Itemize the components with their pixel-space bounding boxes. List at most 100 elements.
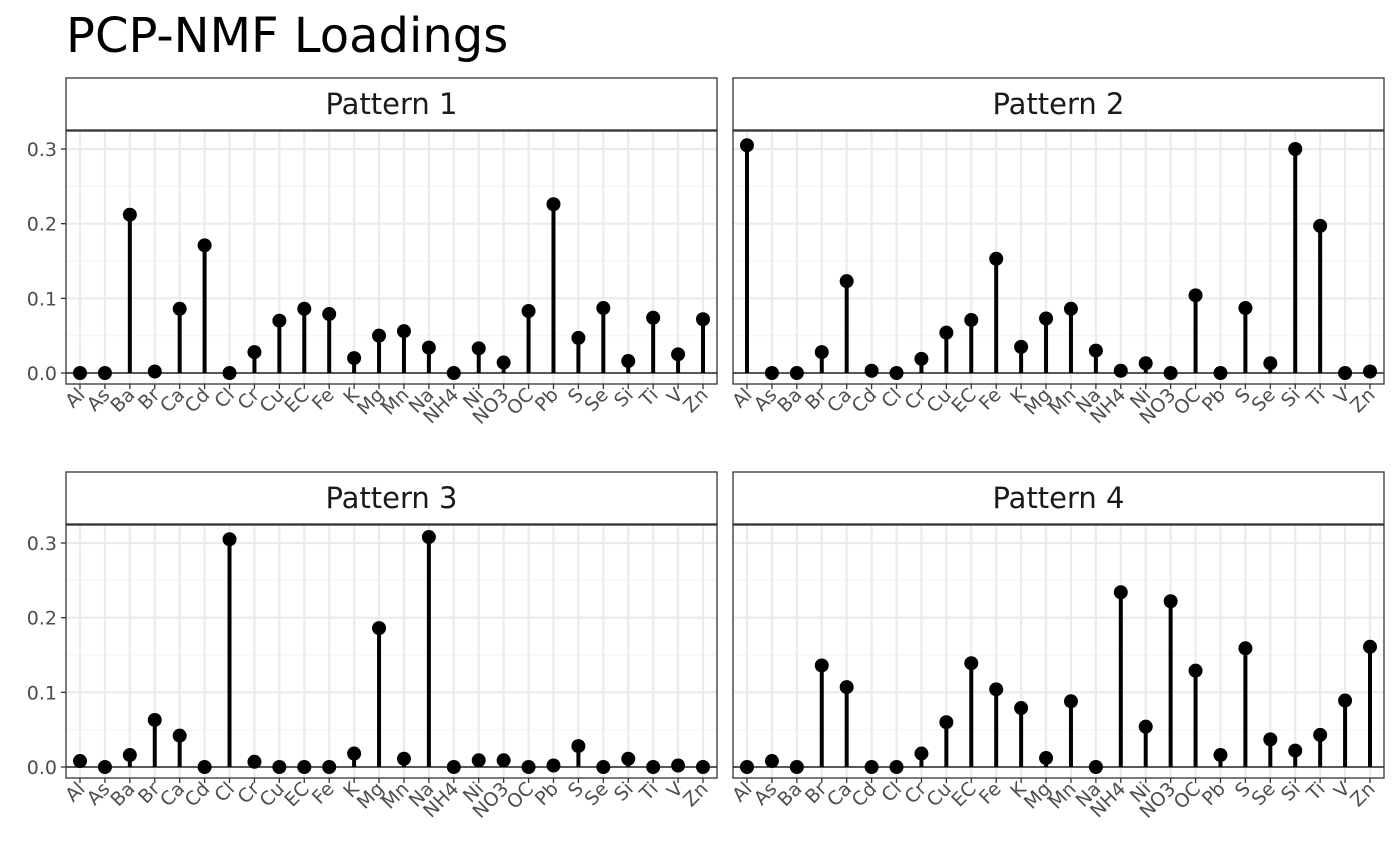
x-tick-label: Pb xyxy=(1198,384,1230,416)
lollipop-point xyxy=(646,760,661,774)
lollipop-point xyxy=(1263,732,1278,747)
x-tick-label: Ti xyxy=(1302,778,1330,806)
lollipop-point xyxy=(1313,727,1328,742)
lollipop-point xyxy=(122,748,137,763)
lollipop-point xyxy=(621,751,636,766)
lollipop-point xyxy=(814,345,829,360)
y-tick-label: 0.1 xyxy=(27,682,57,704)
facet-panel: Pattern 10.00.10.20.3AlAsBaBrCaCdClCrCuE… xyxy=(27,77,718,429)
lollipop-point xyxy=(297,760,312,774)
x-tick-label: Fe xyxy=(975,778,1006,809)
facet-strip-label: Pattern 3 xyxy=(325,481,457,515)
lollipop-point xyxy=(197,760,212,774)
lollipop-point xyxy=(396,324,411,339)
panel-border xyxy=(65,524,718,779)
lollipop-point xyxy=(1163,366,1178,380)
lollipop-point xyxy=(496,753,511,768)
lollipop-point xyxy=(839,274,854,289)
lollipop-point xyxy=(740,760,754,774)
lollipop-point xyxy=(496,355,511,370)
lollipop-point xyxy=(347,746,362,761)
lollipop-point xyxy=(446,366,461,380)
lollipop-point xyxy=(322,307,337,322)
lollipop-point xyxy=(247,345,262,360)
lollipop-point xyxy=(1014,339,1029,354)
x-tick-label: Zn xyxy=(1346,778,1379,811)
lollipop-point xyxy=(671,347,686,362)
lollipop-point xyxy=(347,351,362,366)
x-tick-label: Ti xyxy=(635,778,663,806)
x-tick-label: Cd xyxy=(848,778,881,811)
lollipop-point xyxy=(1113,363,1128,378)
lollipop-point xyxy=(596,760,611,774)
y-tick-label: 0.2 xyxy=(27,214,57,236)
y-tick-label: 0.3 xyxy=(27,533,57,555)
lollipop-point xyxy=(1338,366,1353,380)
lollipop-point xyxy=(571,330,586,345)
lollipop-point xyxy=(696,312,710,327)
lollipop-point xyxy=(1163,594,1178,609)
x-tick-label: Cd xyxy=(181,384,214,417)
x-tick-label: Zn xyxy=(679,778,712,811)
lollipop-point xyxy=(122,207,137,222)
x-tick-label: Zn xyxy=(679,384,712,417)
lollipop-point xyxy=(964,656,979,671)
lollipop-point xyxy=(521,304,536,319)
panel-background xyxy=(733,525,1384,778)
x-tick-label: Ti xyxy=(1302,384,1330,412)
lollipop-point xyxy=(1113,585,1128,600)
panel-background xyxy=(733,131,1384,384)
lollipop-point xyxy=(789,366,804,380)
panel-border xyxy=(732,130,1385,385)
panel-border xyxy=(732,524,1385,779)
lollipop-point xyxy=(471,753,486,768)
lollipop-point xyxy=(764,754,779,769)
lollipop-point xyxy=(864,760,879,774)
lollipop-point xyxy=(939,325,954,340)
y-tick-label: 0.0 xyxy=(27,757,57,779)
lollipop-point xyxy=(1263,356,1278,371)
x-tick-label: Se xyxy=(581,384,613,416)
y-tick-label: 0.2 xyxy=(27,608,57,630)
x-tick-label: Fe xyxy=(308,778,339,809)
x-tick-label: Cd xyxy=(848,384,881,417)
lollipop-point xyxy=(939,715,954,730)
lollipop-point xyxy=(1138,719,1153,734)
lollipop-point xyxy=(521,760,536,774)
lollipop-point xyxy=(1088,343,1103,358)
panel-background xyxy=(66,131,717,384)
y-tick-label: 0.1 xyxy=(27,288,57,310)
lollipop-point xyxy=(1063,301,1078,316)
lollipop-point xyxy=(272,313,287,328)
lollipop-point xyxy=(1039,311,1054,326)
lollipop-point xyxy=(97,366,112,380)
x-tick-label: Ti xyxy=(635,384,663,412)
lollipop-point xyxy=(764,366,779,380)
lollipop-point xyxy=(914,351,929,366)
lollipop-point xyxy=(1188,663,1203,678)
lollipop-point xyxy=(421,340,436,355)
y-tick-label: 0.0 xyxy=(27,363,57,385)
x-tick-label: Pb xyxy=(531,778,563,810)
lollipop-point xyxy=(889,760,904,774)
lollipop-point xyxy=(147,712,162,727)
lollipop-point xyxy=(989,682,1004,697)
facet-strip-label: Pattern 4 xyxy=(992,481,1124,515)
x-tick-label: Se xyxy=(581,778,613,810)
lollipop-point xyxy=(172,728,187,743)
x-tick-label: Si xyxy=(1277,778,1305,806)
lollipop-point xyxy=(1288,142,1303,156)
lollipop-point xyxy=(571,739,586,754)
lollipop-point xyxy=(989,251,1004,266)
lollipop-point xyxy=(222,532,237,547)
lollipop-point xyxy=(814,658,829,673)
lollipop-point xyxy=(1313,218,1328,233)
lollipop-point xyxy=(1238,641,1253,656)
lollipop-point xyxy=(1288,743,1303,758)
lollipop-point xyxy=(546,197,561,212)
lollipop-point xyxy=(1213,748,1228,763)
x-tick-label: Zn xyxy=(1346,384,1379,417)
x-tick-label: Si xyxy=(1277,384,1305,412)
lollipop-point xyxy=(646,310,661,325)
